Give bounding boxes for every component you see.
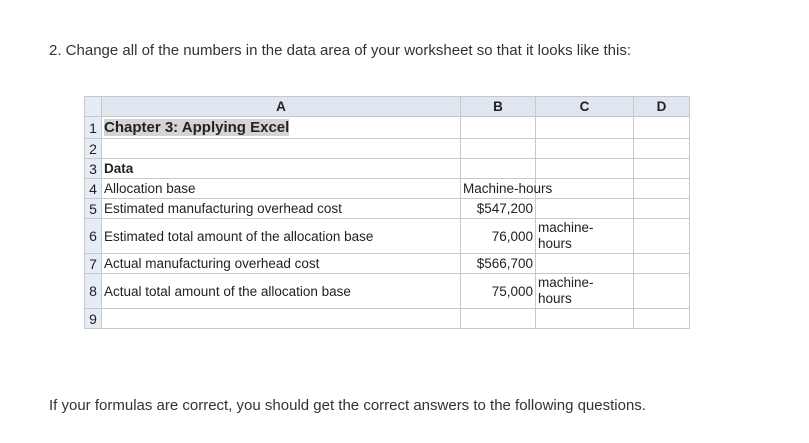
row-number: 1 <box>84 116 102 139</box>
cell-c9 <box>535 308 634 329</box>
cell-c5 <box>535 198 634 219</box>
cell-c1 <box>535 116 634 139</box>
cell-d9 <box>633 308 690 329</box>
cell-b9 <box>460 308 536 329</box>
cell-a4: Allocation base <box>101 178 461 199</box>
cell-b3 <box>460 158 536 179</box>
cell-a5: Estimated manufacturing overhead cost <box>101 198 461 219</box>
cell-a8: Actual total amount of the allocation ba… <box>101 273 461 309</box>
table-row: 5 Estimated manufacturing overhead cost … <box>84 198 690 219</box>
cell-d6 <box>633 218 690 254</box>
table-row: 9 <box>84 308 690 329</box>
cell-b1 <box>460 116 536 139</box>
allocation-base-value: Machine-hours <box>463 181 553 196</box>
cell-d1 <box>633 116 690 139</box>
row-number: 4 <box>84 178 102 199</box>
row-number: 9 <box>84 308 102 329</box>
column-header-b: B <box>460 96 536 117</box>
cell-d2 <box>633 138 690 159</box>
cell-b8: 75,000 <box>460 273 536 309</box>
cell-c8: machine-hours <box>535 273 634 309</box>
table-row: 8 Actual total amount of the allocation … <box>84 273 690 309</box>
sheet-title: Chapter 3: Applying Excel <box>104 119 290 136</box>
table-row: 2 <box>84 138 690 159</box>
row-number: 2 <box>84 138 102 159</box>
cell-c3 <box>535 158 634 179</box>
corner-cell <box>84 96 102 117</box>
cell-c2 <box>535 138 634 159</box>
table-row: 1 Chapter 3: Applying Excel <box>84 116 690 139</box>
cell-c6: machine-hours <box>535 218 634 254</box>
cell-b5: $547,200 <box>460 198 536 219</box>
column-header-row: A B C D <box>84 96 690 117</box>
row-number: 7 <box>84 253 102 274</box>
table-row: 6 Estimated total amount of the allocati… <box>84 218 690 254</box>
table-row: 7 Actual manufacturing overhead cost $56… <box>84 253 690 274</box>
cell-a9 <box>101 308 461 329</box>
cell-b4: Machine-hours <box>460 178 552 199</box>
table-row: 3 Data <box>84 158 690 179</box>
row-number: 5 <box>84 198 102 219</box>
spreadsheet: A B C D 1 Chapter 3: Applying Excel 2 3 … <box>84 96 690 329</box>
cell-a6: Estimated total amount of the allocation… <box>101 218 461 254</box>
row-number: 6 <box>84 218 102 254</box>
cell-d5 <box>633 198 690 219</box>
cell-a1: Chapter 3: Applying Excel <box>101 116 461 139</box>
row-number: 3 <box>84 158 102 179</box>
cell-a3: Data <box>101 158 461 179</box>
cell-b7: $566,700 <box>460 253 536 274</box>
row-number: 8 <box>84 273 102 309</box>
column-header-c: C <box>535 96 634 117</box>
cell-c7 <box>535 253 634 274</box>
cell-d8 <box>633 273 690 309</box>
cell-b2 <box>460 138 536 159</box>
cell-d4 <box>633 178 690 199</box>
cell-b6: 76,000 <box>460 218 536 254</box>
table-row: 4 Allocation base Machine-hours <box>84 178 690 199</box>
instruction-text: 2. Change all of the numbers in the data… <box>49 42 631 59</box>
footer-text: If your formulas are correct, you should… <box>49 397 646 414</box>
cell-a7: Actual manufacturing overhead cost <box>101 253 461 274</box>
unit-label: machine-hours <box>538 275 594 306</box>
cell-d3 <box>633 158 690 179</box>
column-header-a: A <box>101 96 461 117</box>
cell-d7 <box>633 253 690 274</box>
cell-a2 <box>101 138 461 159</box>
unit-label: machine-hours <box>538 220 594 251</box>
column-header-d: D <box>633 96 690 117</box>
